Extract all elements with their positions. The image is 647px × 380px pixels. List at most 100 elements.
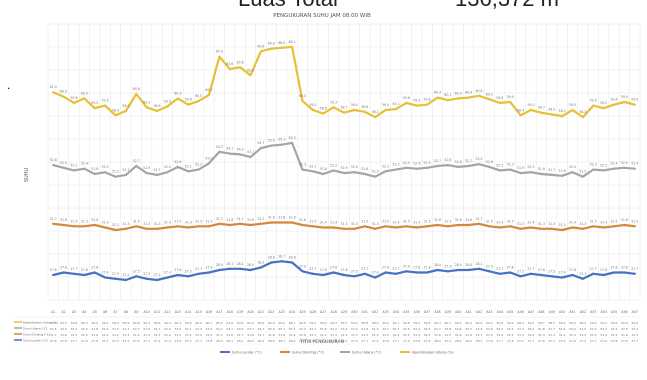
data-point [259, 50, 263, 53]
data-point [374, 116, 377, 119]
table-cell: 27.5 [517, 339, 524, 343]
table-series-name: Suhu Dinding (°C) [23, 333, 50, 337]
data-label: 52.3 [195, 163, 202, 167]
data-label: 58.4 [112, 108, 119, 112]
data-label: 66.0 [278, 41, 285, 45]
data-point [207, 271, 211, 274]
data-label: 27.7 [631, 267, 638, 271]
data-point [540, 227, 543, 230]
data-label: 52.7 [133, 159, 140, 163]
data-point [498, 169, 501, 172]
data-label: 52.4 [81, 162, 88, 166]
data-point [571, 226, 574, 229]
table-cell: 65.9 [268, 321, 275, 325]
data-label: 52.7 [465, 159, 472, 163]
table-cell: 60.4 [465, 321, 472, 325]
data-point [93, 271, 96, 274]
data-point [581, 277, 584, 280]
data-point [509, 100, 512, 104]
x-tick-label: A36 [414, 310, 420, 314]
table-cell: 59.6 [424, 321, 431, 325]
data-label: 27.6 [600, 268, 607, 272]
data-label: 63.8 [237, 60, 244, 64]
data-point [104, 226, 107, 229]
x-tick-label: A8 [124, 310, 128, 314]
data-point [249, 74, 252, 77]
data-point [467, 164, 470, 168]
data-point [592, 104, 595, 107]
data-point [322, 273, 325, 277]
table-cell: 27.3 [143, 339, 150, 343]
table-cell: 27.4 [559, 339, 566, 343]
table-cell: 51.7 [548, 327, 555, 331]
data-point [436, 268, 439, 272]
data-point [436, 164, 439, 168]
data-label: 58.7 [538, 106, 545, 110]
data-label: 51.6 [559, 169, 566, 173]
data-point [477, 222, 481, 225]
table-cell: 27.7 [631, 339, 638, 343]
data-point [561, 228, 564, 232]
data-label: 59.0 [569, 103, 576, 107]
data-point [633, 272, 636, 275]
data-point [145, 277, 148, 280]
data-point [612, 271, 616, 274]
data-point [415, 167, 418, 170]
x-tick-label: A55 [611, 310, 617, 314]
data-label: 51.5 [579, 170, 586, 174]
table-cell: 52.3 [507, 327, 514, 331]
table-cell: 52.0 [528, 327, 535, 331]
table-cell: 27.7 [496, 339, 503, 343]
table-cell: 51.8 [538, 327, 545, 331]
table-cell: 55.0 [268, 327, 275, 331]
data-point [311, 225, 314, 228]
data-point [529, 272, 533, 275]
table-cell: 27.2 [123, 339, 130, 343]
table-cell: 51.8 [320, 327, 327, 331]
data-point [602, 226, 605, 229]
data-point [477, 163, 481, 166]
table-cell: 59.3 [143, 321, 150, 325]
data-label: 52.8 [50, 158, 57, 162]
data-label: 58.8 [361, 105, 368, 109]
x-axis-label: TITIK PENGUKURAN [299, 339, 344, 345]
data-label: 27.7 [496, 267, 503, 271]
table-cell: 31.5 [590, 333, 597, 337]
data-label: 31.5 [70, 219, 77, 223]
table-cell: 66.1 [289, 321, 296, 325]
data-label: 27.8 [382, 266, 389, 270]
data-label: 51.5 [372, 170, 379, 174]
table-cell: 31.5 [361, 333, 368, 337]
data-label: 60.8 [133, 87, 140, 91]
data-point [405, 101, 408, 104]
data-point [93, 223, 96, 227]
legend-label: Kelembaban Udara (%) [412, 351, 454, 355]
table-cell: 31.3 [538, 333, 545, 337]
data-label: 31.4 [413, 221, 420, 225]
x-tick-label: A29 [341, 310, 347, 314]
table-cell: 27.8 [621, 339, 628, 343]
table-cell: 31.3 [548, 333, 555, 337]
data-label: 31.6 [455, 218, 462, 222]
data-point [633, 103, 636, 106]
data-label: 31.7 [237, 217, 244, 221]
data-label: 52.8 [444, 158, 451, 162]
data-label: 31.7 [216, 217, 223, 221]
table-cell: 65.0 [216, 321, 223, 325]
x-tick-label: A53 [590, 310, 596, 314]
data-point [509, 225, 512, 228]
table-cell: 27.9 [403, 339, 410, 343]
data-label: 58.9 [153, 104, 160, 108]
x-tick-label: A35 [403, 310, 409, 314]
data-label: 27.9 [403, 264, 410, 268]
data-label: 31.8 [278, 216, 285, 220]
x-tick-label: A52 [580, 310, 586, 314]
data-label: 52.6 [174, 160, 181, 164]
data-point [384, 108, 387, 112]
table-cell: 27.9 [445, 339, 452, 343]
x-tick-label: A51 [569, 310, 575, 314]
data-point [519, 227, 522, 230]
data-label: 59.8 [70, 96, 77, 100]
data-label: 27.7 [527, 267, 534, 271]
table-cell: 52.0 [102, 327, 109, 331]
